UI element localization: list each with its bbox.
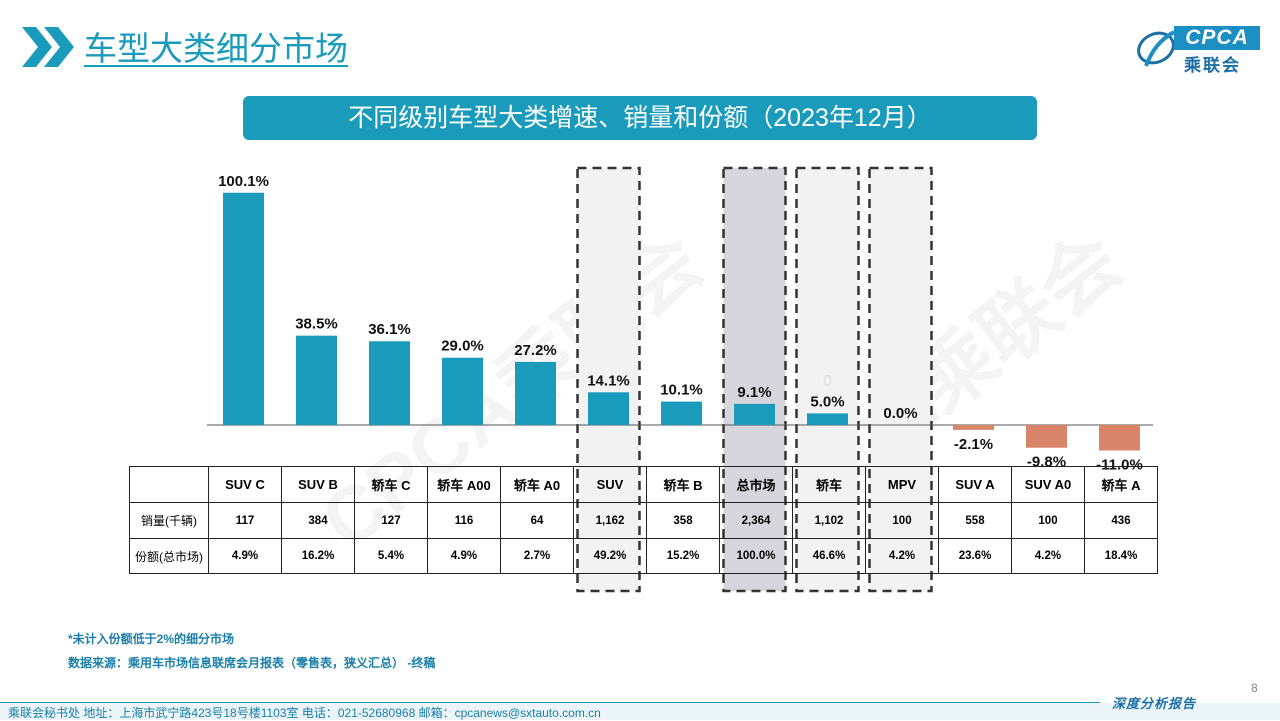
column-header: SUV: [573, 466, 647, 503]
table-header-row: SUV C SUV B 轿车 C 轿车 A00 轿车 A0 SUV 轿车 B 总市场 轿车 MPV…: [129, 466, 1158, 503]
share-cell: 15.2%: [646, 538, 720, 574]
sales-cell: 100: [1011, 502, 1085, 539]
data-table: SUV C SUV B 轿车 C 轿车 A00 轿车 A0 SUV 轿车 B 总市场 轿车 MPV…: [129, 466, 1158, 574]
page-number: 8: [1251, 681, 1258, 695]
table-row-share: 份额(总市场) 4.9% 16.2% 5.4% 4.9% 2.7% 49.2% 15.2% 1…: [129, 538, 1158, 574]
column-header: SUV C: [208, 466, 282, 503]
bar: [515, 361, 556, 425]
cpca-logo-mark-icon: [1137, 30, 1176, 67]
share-cell: 5.4%: [354, 538, 428, 574]
bar: [369, 341, 410, 425]
bar: [588, 392, 629, 425]
data-label: -2.1%: [954, 436, 993, 453]
sales-cell: 64: [500, 502, 574, 539]
bar: [223, 192, 264, 425]
footer-divider: [0, 702, 1100, 703]
bar: [953, 425, 994, 430]
column-header: SUV A: [938, 466, 1012, 503]
data-label: 5.0%: [810, 393, 844, 410]
share-cell: 4.2%: [1011, 538, 1085, 574]
share-cell: 46.6%: [792, 538, 866, 574]
sales-cell: 436: [1084, 502, 1158, 539]
data-label: 36.1%: [368, 321, 411, 338]
column-header: 轿车 A0: [500, 466, 574, 503]
chart-banner-title: 不同级别车型大类增速、销量和份额（2023年12月）: [243, 96, 1037, 140]
data-label: 29.0%: [441, 338, 484, 355]
share-cell: 23.6%: [938, 538, 1012, 574]
row-label-share: 份额(总市场): [129, 538, 209, 574]
footer-bar: [0, 703, 1280, 720]
footer-contact-text: 乘联会秘书处 地址：上海市武宁路423号18号楼1103室 电话：021-526…: [8, 706, 601, 720]
logo-cn-text: 乘联会: [1184, 56, 1241, 75]
share-cell: 4.9%: [208, 538, 282, 574]
sales-cell: 117: [208, 502, 282, 539]
bar: [1026, 425, 1067, 448]
share-cell: 2.7%: [500, 538, 574, 574]
sales-cell: 558: [938, 502, 1012, 539]
data-label: 14.1%: [587, 372, 630, 389]
bar: [296, 335, 337, 425]
data-label: 10.1%: [660, 382, 703, 399]
cpca-logo: CPCA 乘联会: [1134, 26, 1260, 75]
bar: [1099, 425, 1140, 451]
stray-label: 0: [823, 373, 832, 390]
column-header: 轿车: [792, 466, 866, 503]
chevron-double-icon: [22, 27, 74, 67]
bar: [734, 403, 775, 425]
sales-cell: 384: [281, 502, 355, 539]
row-label-sales: 销量(千辆): [129, 502, 209, 539]
column-header: SUV A0: [1011, 466, 1085, 503]
sales-cell: 2,364: [719, 502, 793, 539]
bar: [807, 413, 848, 425]
column-header: 轿车 B: [646, 466, 720, 503]
share-cell: 18.4%: [1084, 538, 1158, 574]
share-cell: 100.0%: [719, 538, 793, 574]
sales-cell: 358: [646, 502, 720, 539]
data-source-note: 数据来源：乘用车市场信息联席会月报表（零售表，狭义汇总） -终稿: [68, 656, 436, 670]
bar: [442, 357, 483, 425]
sales-cell: 1,162: [573, 502, 647, 539]
data-label: 9.1%: [737, 384, 771, 401]
column-header: 轿车 A: [1084, 466, 1158, 503]
sales-cell: 116: [427, 502, 501, 539]
column-header: SUV B: [281, 466, 355, 503]
data-label: 100.1%: [218, 173, 269, 190]
bar: [661, 401, 702, 425]
share-cell: 4.9%: [427, 538, 501, 574]
table-corner-cell: [129, 466, 209, 503]
data-label: 38.5%: [295, 316, 338, 333]
column-header: 轿车 A00: [427, 466, 501, 503]
share-cell: 49.2%: [573, 538, 647, 574]
logo-text: CPCA: [1174, 26, 1260, 50]
share-cell: 16.2%: [281, 538, 355, 574]
column-header: 总市场: [719, 466, 793, 503]
page-title: 车型大类细分市场: [84, 30, 348, 67]
column-header: MPV: [865, 466, 939, 503]
sales-cell: 100: [865, 502, 939, 539]
sales-cell: 1,102: [792, 502, 866, 539]
data-label: 0.0%: [883, 405, 917, 422]
column-header: 轿车 C: [354, 466, 428, 503]
share-cell: 4.2%: [865, 538, 939, 574]
sales-cell: 127: [354, 502, 428, 539]
footnote: *未计入份额低于2%的细分市场: [68, 632, 235, 646]
table-row-sales: 销量(千辆) 117 384 127 116 64 1,162 358 2,364 1,102 1…: [129, 502, 1158, 539]
data-label: 27.2%: [514, 342, 557, 359]
footer-report-tag: 深度分析报告: [1112, 696, 1197, 711]
